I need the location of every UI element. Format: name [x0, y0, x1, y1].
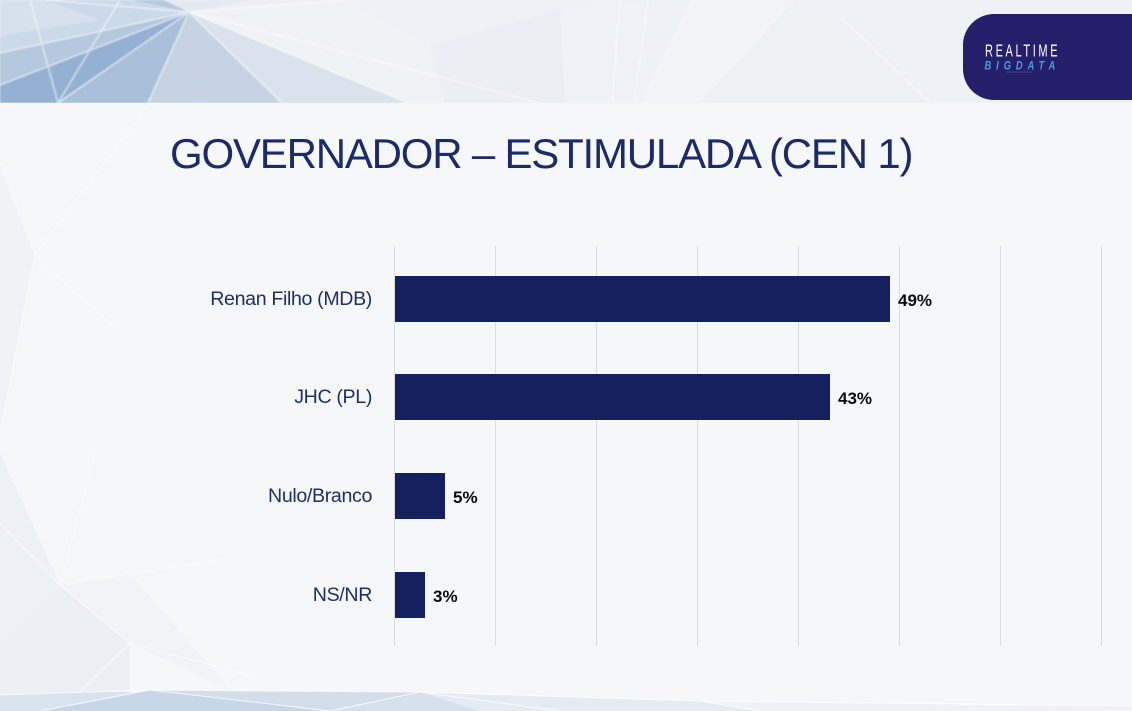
svg-text:REALTIME: REALTIME [985, 42, 1060, 61]
svg-text:BIGDATA: BIGDATA [985, 59, 1061, 73]
